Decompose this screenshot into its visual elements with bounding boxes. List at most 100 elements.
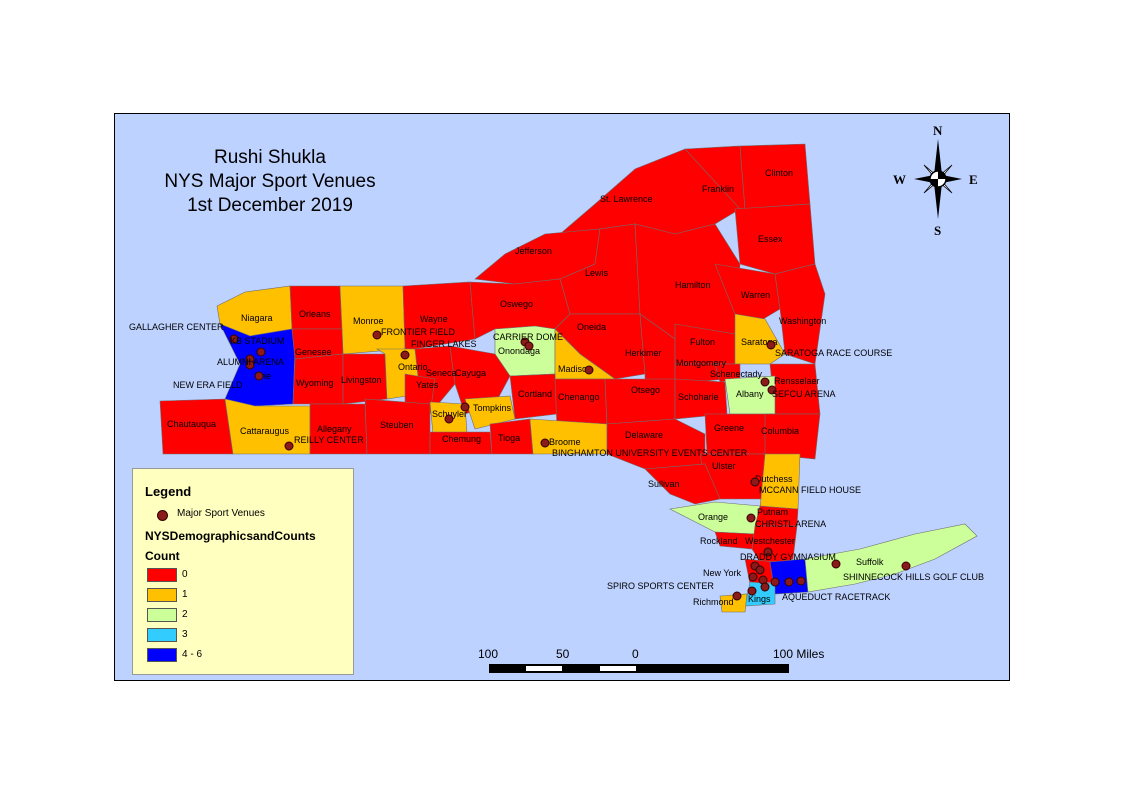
county-label: Montgomery xyxy=(676,358,727,368)
county-label: Franklin xyxy=(702,184,734,194)
county-suffolk[interactable] xyxy=(804,523,978,593)
scale-label-0: 0 xyxy=(632,647,639,661)
county-label: Niagara xyxy=(241,313,273,323)
county-monroe[interactable] xyxy=(339,285,406,355)
venue-marker[interactable] xyxy=(747,586,757,596)
venue-marker[interactable] xyxy=(831,559,841,569)
county-label: Albany xyxy=(736,389,764,399)
county-label: Madison xyxy=(558,364,592,374)
legend-layer-title: NYSDemographicsandCounts xyxy=(145,529,316,543)
venue-label: GALLAGHER CENTER xyxy=(129,322,224,332)
county-label: Washington xyxy=(779,316,826,326)
venue-label: ALUMNI ARENA xyxy=(217,357,284,367)
county-label: Westchester xyxy=(745,536,795,546)
venue-marker[interactable] xyxy=(748,572,758,582)
compass-center-quarter xyxy=(930,179,938,187)
scale-bar xyxy=(489,664,789,673)
venue-marker[interactable] xyxy=(760,582,770,592)
county-columbia[interactable] xyxy=(764,413,821,460)
venue-marker[interactable] xyxy=(460,402,470,412)
county-saratoga[interactable] xyxy=(734,313,786,365)
compass-center-quarter xyxy=(938,171,946,179)
venue-point-layer xyxy=(229,330,911,601)
county-warren[interactable] xyxy=(714,263,781,325)
county-label: Wyoming xyxy=(296,378,333,388)
county-orleans[interactable] xyxy=(289,285,343,330)
county-label: Seneca xyxy=(426,368,457,378)
county-label: Schuyler xyxy=(432,409,467,419)
county-sullivan[interactable] xyxy=(644,463,721,505)
county-label: New York xyxy=(703,568,742,578)
county-label: Monroe xyxy=(353,316,384,326)
county-label: Chautauqua xyxy=(167,419,216,429)
county-label: Chemung xyxy=(442,434,481,444)
venue-marker[interactable] xyxy=(901,561,911,571)
venue-marker[interactable] xyxy=(746,513,756,523)
legend-class-label: 4 - 6 xyxy=(182,649,203,660)
venue-marker[interactable] xyxy=(766,340,776,350)
compass-needle-north xyxy=(934,139,942,179)
venue-marker[interactable] xyxy=(584,365,594,375)
venue-marker[interactable] xyxy=(256,347,266,357)
venue-marker[interactable] xyxy=(540,438,550,448)
county-label: Rensselaer xyxy=(774,376,820,386)
venue-marker[interactable] xyxy=(760,377,770,387)
county-label: Allegany xyxy=(317,424,352,434)
venue-marker[interactable] xyxy=(444,414,454,424)
county-label: Delaware xyxy=(625,430,663,440)
county-label: Orange xyxy=(698,512,728,522)
county-label: Suffolk xyxy=(856,557,884,567)
legend-heading: Legend xyxy=(145,484,192,499)
county-label: Orleans xyxy=(299,309,331,319)
county-label: Genesee xyxy=(295,347,332,357)
legend-venue-label: Major Sport Venues xyxy=(177,508,265,519)
venue-label: NEW ERA FIELD xyxy=(173,380,243,390)
venue-marker[interactable] xyxy=(784,577,794,587)
venue-label: KB STADIUM xyxy=(230,336,284,346)
scale-label-miles: 100 Miles xyxy=(773,647,825,661)
county-label: Oswego xyxy=(500,299,533,309)
venue-label: REILLY CENTER xyxy=(294,435,364,445)
scale-bar-segment xyxy=(526,666,562,671)
county-queens[interactable] xyxy=(769,558,809,595)
venue-label: AQUEDUCT RACETRACK xyxy=(782,592,890,602)
venue-marker[interactable] xyxy=(400,350,410,360)
county-label: St. Lawrence xyxy=(600,194,653,204)
venue-marker[interactable] xyxy=(372,330,382,340)
venue-marker[interactable] xyxy=(755,565,765,575)
map-canvas: St. Lawrence Franklin Clinton Essex Jeff… xyxy=(115,114,1009,680)
venue-marker[interactable] xyxy=(750,477,760,487)
county-label: Yates xyxy=(416,380,439,390)
map-title-author: Rushi Shukla xyxy=(214,147,326,168)
venue-marker[interactable] xyxy=(245,360,255,370)
venue-label: SHINNECOCK HILLS GOLF CLUB xyxy=(843,572,984,582)
county-label: Cayuga xyxy=(455,368,486,378)
venue-marker[interactable] xyxy=(767,385,777,395)
scale-label-50: 50 xyxy=(556,647,570,661)
county-label: Warren xyxy=(741,290,770,300)
county-label: Schenectady xyxy=(710,369,763,379)
scale-bar-body xyxy=(489,664,789,673)
venue-marker[interactable] xyxy=(524,341,534,351)
venue-marker[interactable] xyxy=(796,576,806,586)
compass-w-label: W xyxy=(893,172,906,187)
venue-label: FINGER LAKES xyxy=(411,339,477,349)
venue-marker[interactable] xyxy=(284,441,294,451)
county-label: Oneida xyxy=(577,322,606,332)
county-label: Broome xyxy=(549,437,581,447)
venue-symbol-icon xyxy=(157,510,168,521)
venue-marker[interactable] xyxy=(732,591,742,601)
county-wayne[interactable] xyxy=(402,281,476,350)
county-label: Otsego xyxy=(631,385,660,395)
venue-marker[interactable] xyxy=(229,334,239,344)
venue-marker[interactable] xyxy=(770,577,780,587)
venue-label: CHRISTL ARENA xyxy=(755,519,826,529)
county-label: Steuben xyxy=(380,420,414,430)
compass-s-label: S xyxy=(934,223,941,238)
venue-marker[interactable] xyxy=(763,547,773,557)
legend-class-label: 0 xyxy=(182,569,188,580)
scale-bar-segment xyxy=(600,666,636,671)
venue-marker[interactable] xyxy=(254,371,264,381)
venue-label: SPIRO SPORTS CENTER xyxy=(607,581,714,591)
county-label: Chenango xyxy=(558,392,600,402)
